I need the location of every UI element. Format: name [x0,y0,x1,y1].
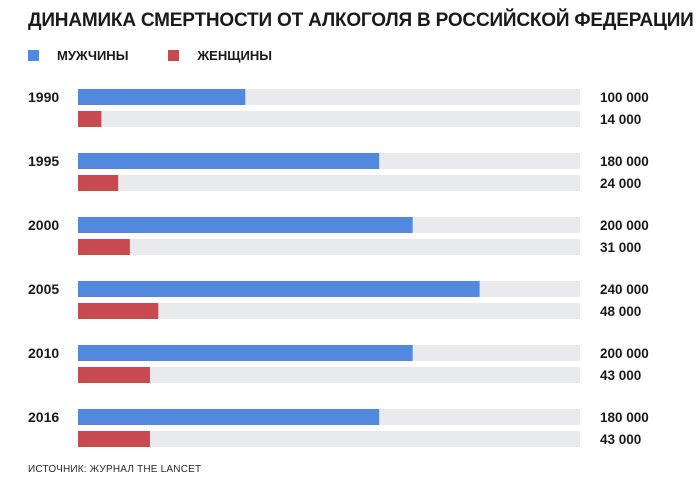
bar-women-2000 [78,239,130,255]
bar-women-2010 [78,367,150,383]
legend-label-men: МУЖЧИНЫ [57,48,129,63]
year-label-1990: 1990 [28,89,59,105]
legend-swatch-women [168,50,180,61]
bar-women-1995 [78,175,119,191]
legend-item-men: МУЖЧИНЫ [28,48,128,63]
bar-women-2005 [78,303,159,319]
value-label-women-2010: 43 000 [600,368,641,383]
value-label-men-2000: 200 000 [600,218,649,233]
bar-track-women-1995 [78,175,580,191]
legend-item-women: ЖЕНЩИНЫ [168,48,272,63]
bar-men-2010 [78,345,413,361]
year-label-1995: 1995 [28,153,59,169]
value-label-men-2016: 180 000 [600,410,649,425]
bar-men-2016 [78,409,380,425]
year-label-2005: 2005 [28,281,59,297]
bar-women-1990 [78,111,102,127]
bar-track-women-2010 [78,367,580,383]
value-label-women-2000: 31 000 [600,240,641,255]
bar-men-1995 [78,153,380,169]
value-label-women-1995: 24 000 [600,176,641,191]
bar-track-women-2005 [78,303,580,319]
legend-swatch-men [28,50,39,61]
legend: МУЖЧИНЫ ЖЕНЩИНЫ [28,48,312,63]
value-label-men-2005: 240 000 [600,282,649,297]
chart-title: ДИНАМИКА СМЕРТНОСТИ ОТ АЛКОГОЛЯ В РОССИЙ… [28,10,694,31]
value-label-men-1995: 180 000 [600,154,649,169]
value-label-women-2016: 43 000 [600,432,641,447]
bar-men-2005 [78,281,480,297]
bar-men-2000 [78,217,413,233]
year-label-2016: 2016 [28,409,59,425]
bar-track-women-1990 [78,111,580,127]
value-label-men-1990: 100 000 [600,90,649,105]
year-label-2010: 2010 [28,345,59,361]
source-note: ИСТОЧНИК: ЖУРНАЛ THE LANCET [28,464,202,475]
value-label-women-2005: 48 000 [600,304,641,319]
value-label-women-1990: 14 000 [600,112,641,127]
year-label-2000: 2000 [28,217,59,233]
bar-men-1990 [78,89,246,105]
legend-label-women: ЖЕНЩИНЫ [197,48,272,63]
bar-track-women-2016 [78,431,580,447]
bar-women-2016 [78,431,150,447]
value-label-men-2010: 200 000 [600,346,649,361]
bar-track-women-2000 [78,239,580,255]
